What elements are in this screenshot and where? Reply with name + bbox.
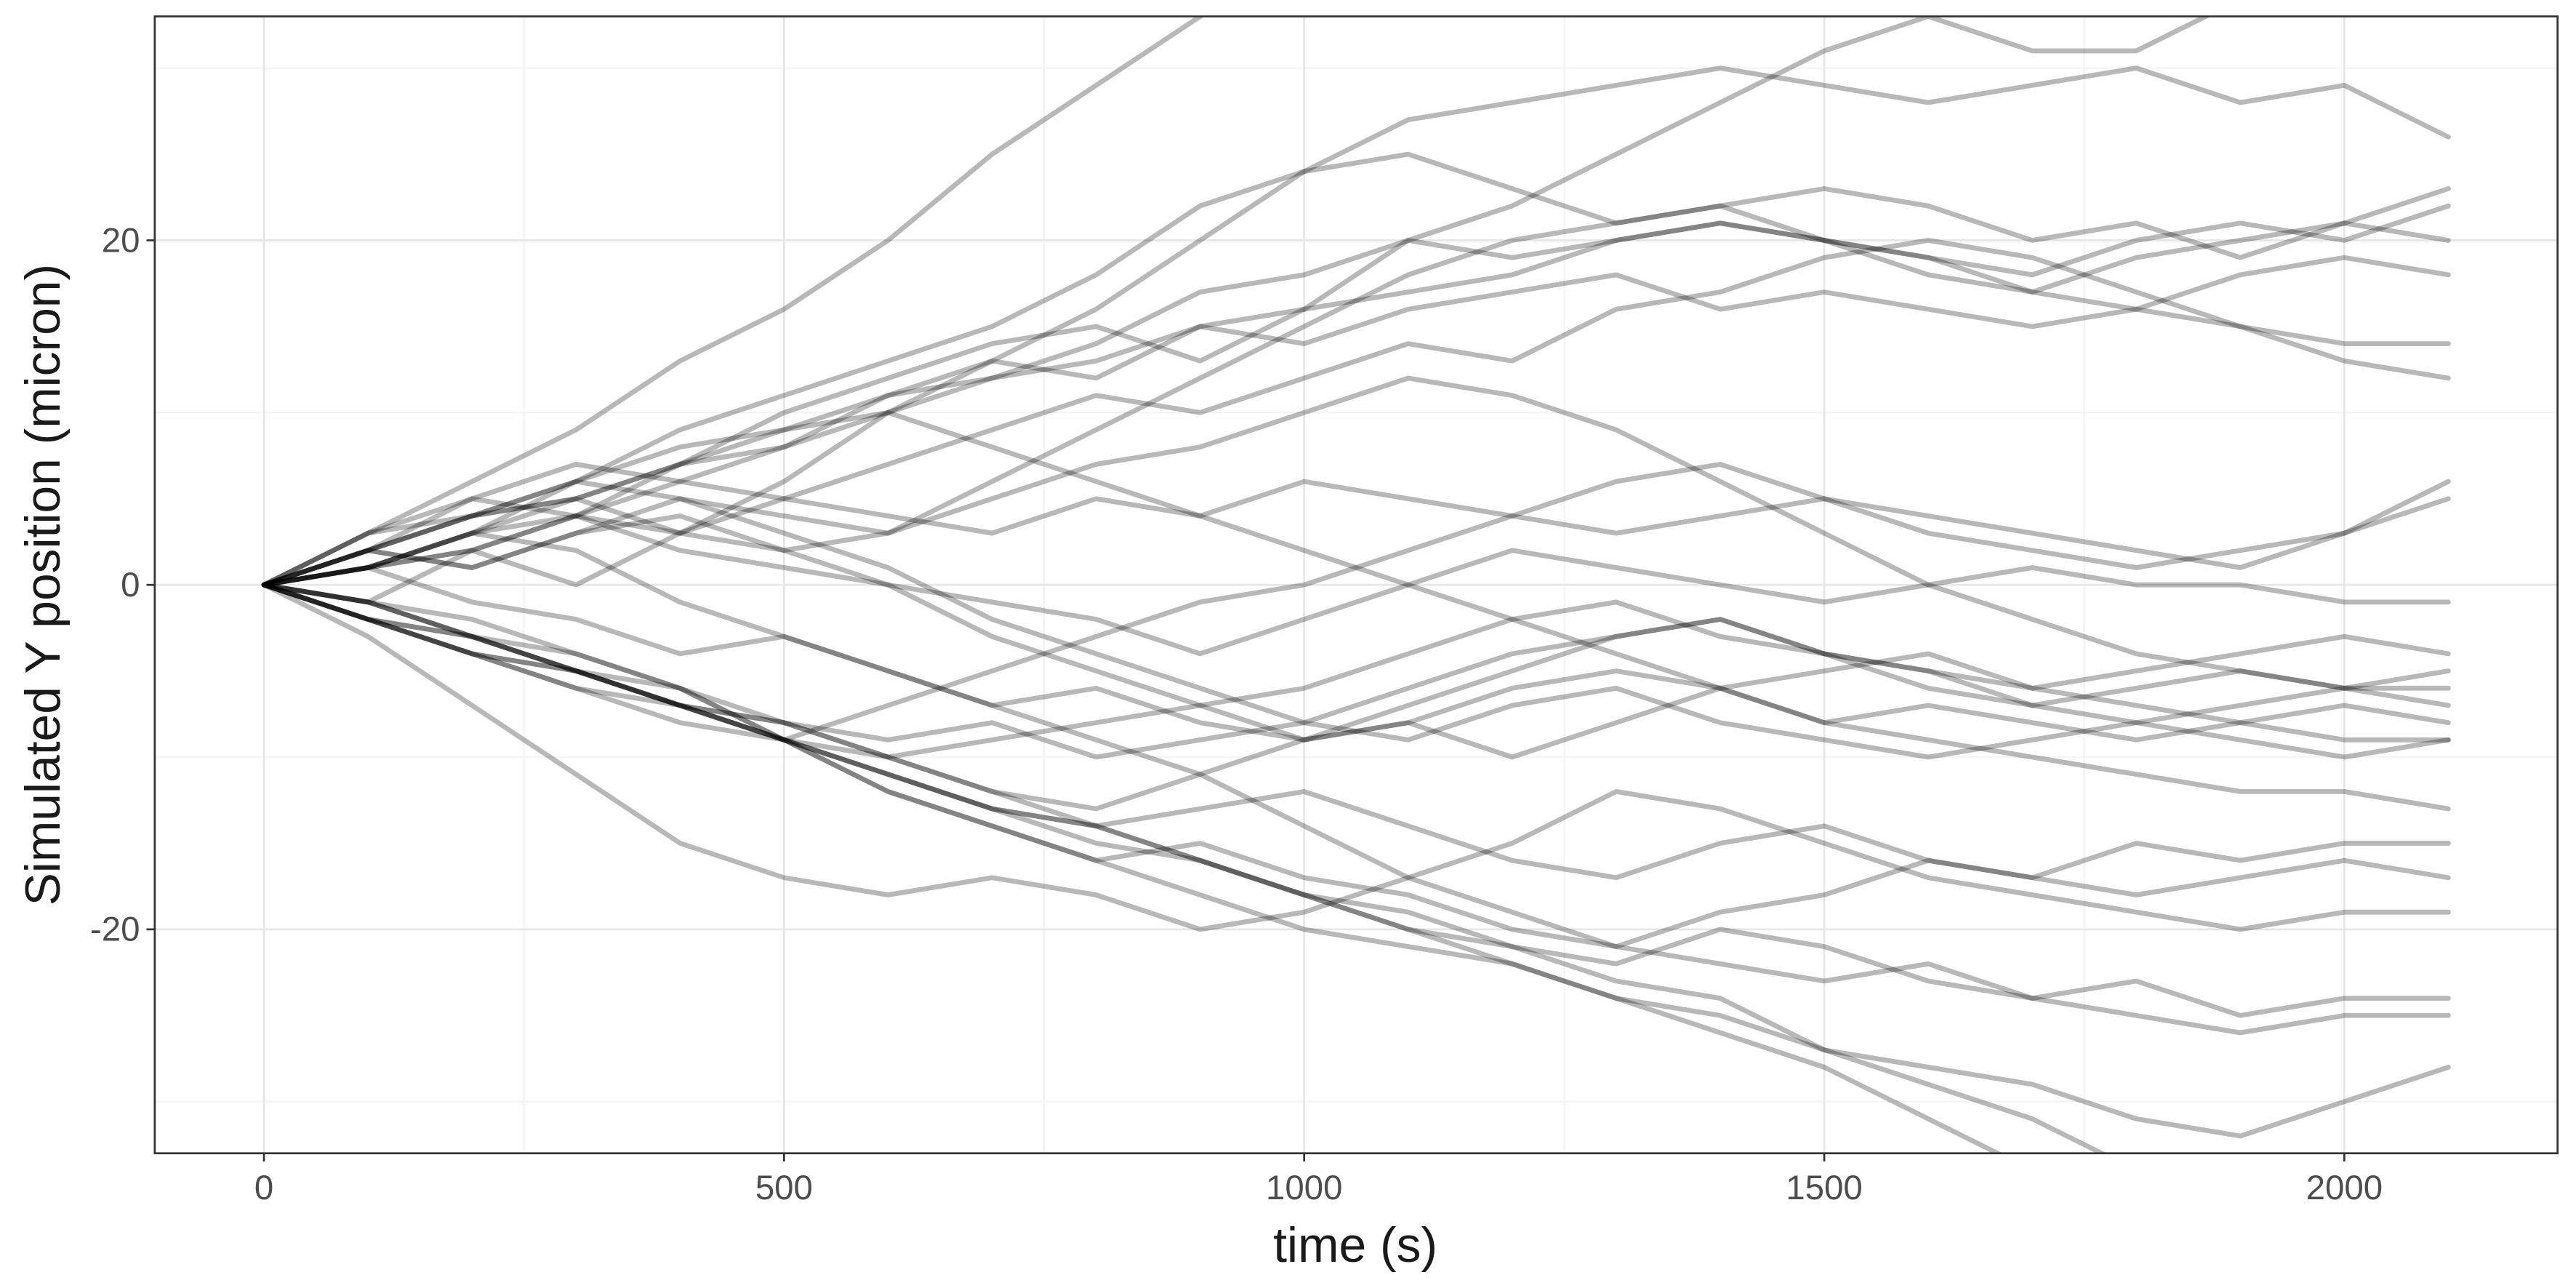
trajectory: [261, 203, 2451, 588]
lines: [261, 16, 2451, 1153]
y-axis-title: Simulated Y position (micron): [16, 264, 71, 905]
trajectory: [261, 582, 2451, 760]
axes: 0 500 1000 1500 2000 -20 0 20: [90, 221, 2383, 1207]
trajectory: [261, 582, 2108, 1153]
x-axis-title: time (s): [1273, 1218, 1437, 1273]
trajectory: [261, 479, 2451, 726]
trajectory: [261, 582, 2451, 881]
trajectory: [261, 409, 2451, 812]
trajectory: [261, 530, 2451, 1036]
trajectory: [261, 462, 2451, 743]
y-tick-label: -20: [90, 911, 140, 949]
trajectory: [261, 151, 2451, 588]
trajectory: [261, 582, 2451, 812]
trajectory: [261, 16, 1205, 588]
trajectory: [261, 513, 2451, 760]
trajectory: [261, 582, 2004, 1153]
trajectory: [261, 220, 2451, 588]
y-tick-label: 0: [121, 566, 140, 604]
x-tick-label: 1500: [1786, 1169, 1863, 1207]
y-tick-label: 20: [102, 221, 140, 260]
trajectory: [261, 565, 2451, 743]
x-tick-label: 1000: [1266, 1169, 1343, 1207]
trajectory: [261, 582, 2451, 1018]
trajectory: [261, 65, 2451, 588]
grid: [154, 16, 2558, 1153]
trajectory: [261, 462, 2451, 588]
trajectory: [261, 582, 2451, 760]
trajectory: [261, 513, 2451, 657]
trajectory: [261, 272, 2451, 588]
x-tick-label: 500: [755, 1169, 813, 1207]
trajectory: [261, 220, 2451, 605]
x-tick-label: 2000: [2306, 1169, 2383, 1207]
trajectory: [261, 582, 2451, 932]
trajectory: [261, 16, 2212, 588]
trajectory: [261, 238, 2451, 588]
trajectory: [261, 375, 2451, 691]
trajectory: [261, 582, 2451, 1139]
trajectory: [261, 582, 2451, 949]
x-tick-label: 0: [254, 1169, 273, 1207]
